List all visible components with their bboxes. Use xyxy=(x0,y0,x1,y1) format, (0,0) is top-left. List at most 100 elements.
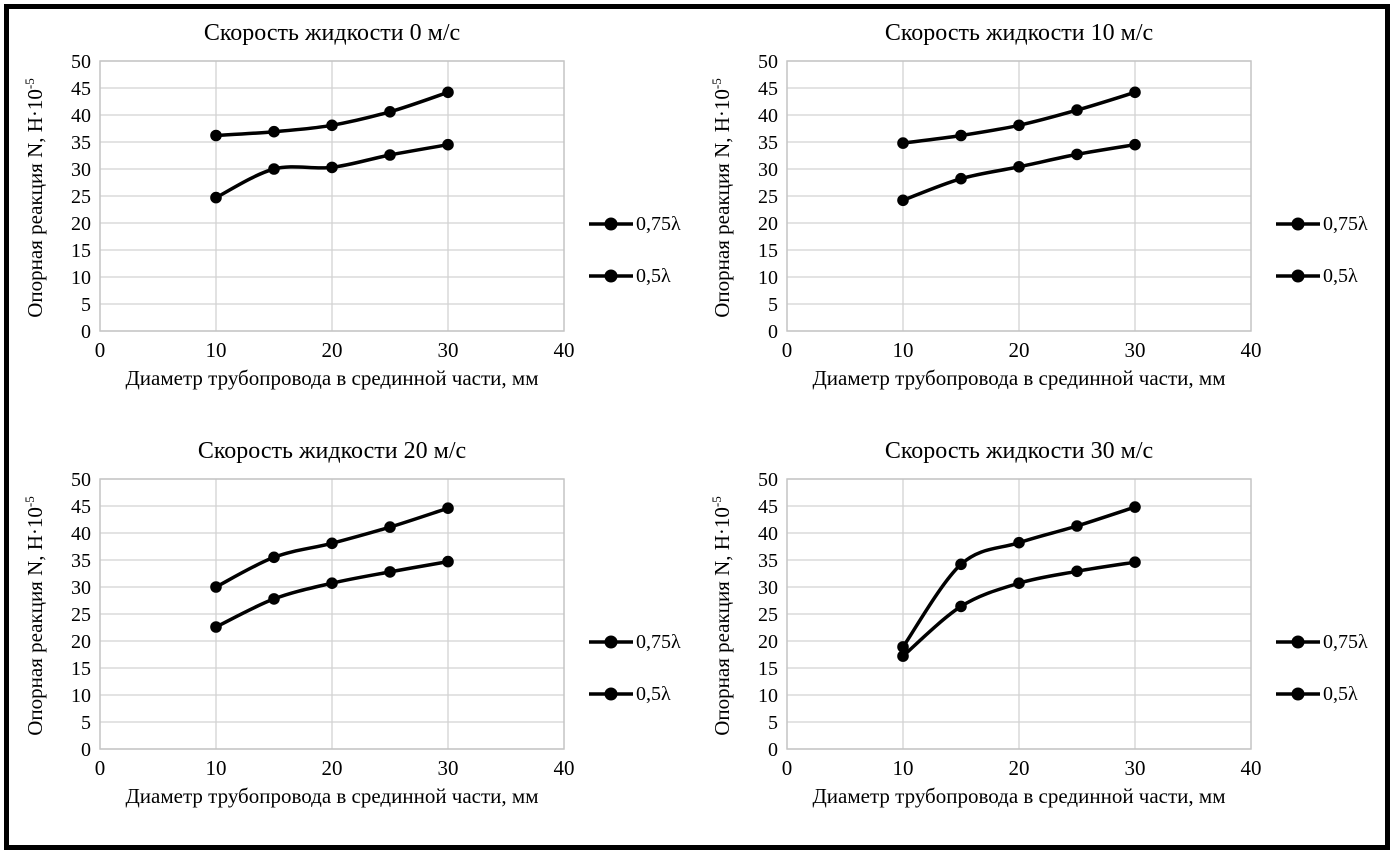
svg-text:20: 20 xyxy=(758,213,778,235)
svg-text:10: 10 xyxy=(206,756,227,780)
legend: 0,75λ 0,5λ xyxy=(588,629,681,707)
svg-text:25: 25 xyxy=(758,186,778,208)
legend-item: 0,75λ xyxy=(588,629,681,655)
legend-line-dot-icon xyxy=(589,687,633,701)
svg-text:0: 0 xyxy=(768,321,778,343)
figure-frame xyxy=(4,4,1390,850)
svg-text:20: 20 xyxy=(71,631,91,653)
svg-text:45: 45 xyxy=(71,78,91,100)
data-point-marker xyxy=(326,537,338,550)
svg-text:20: 20 xyxy=(1009,756,1030,780)
y-tick-labels: 0 5 10 15 20 25 30 35 40 45 50 xyxy=(758,51,778,343)
svg-text:10: 10 xyxy=(71,685,91,707)
data-point-marker xyxy=(442,502,454,514)
legend: 0,75λ 0,5λ xyxy=(1275,211,1368,289)
legend-label: 0,75λ xyxy=(636,212,681,235)
svg-text:45: 45 xyxy=(758,496,778,518)
legend-label: 0,5λ xyxy=(636,264,671,287)
data-point-marker xyxy=(384,149,396,161)
legend-item: 0,75λ xyxy=(1275,629,1368,655)
svg-text:0: 0 xyxy=(782,338,793,362)
svg-text:40: 40 xyxy=(758,523,778,545)
x-tick-labels: 0 10 20 30 40 xyxy=(95,338,574,362)
svg-text:0: 0 xyxy=(95,338,106,362)
svg-text:25: 25 xyxy=(71,186,91,208)
series-line xyxy=(210,555,454,633)
x-tick-labels: 0 10 20 30 40 xyxy=(782,338,1261,362)
data-point-marker xyxy=(1129,138,1141,151)
legend: 0,75λ 0,5λ xyxy=(588,211,681,289)
series-line xyxy=(897,138,1141,207)
legend-label: 0,5λ xyxy=(1323,264,1358,287)
svg-text:5: 5 xyxy=(768,712,778,734)
y-axis-title-box: Опорная реакция N, Н·10-5 xyxy=(18,51,52,363)
chart-panel-0: Скорость жидкости 0 м/с Опорная реакция … xyxy=(10,9,697,427)
svg-text:40: 40 xyxy=(554,338,575,362)
svg-text:15: 15 xyxy=(71,240,91,262)
svg-text:0: 0 xyxy=(95,756,106,780)
data-point-marker xyxy=(326,119,338,132)
legend-label: 0,75λ xyxy=(1323,630,1368,653)
svg-text:30: 30 xyxy=(438,338,459,362)
plot-border xyxy=(99,60,565,332)
data-point-marker xyxy=(268,163,280,175)
data-point-marker xyxy=(210,621,222,633)
svg-text:40: 40 xyxy=(1241,338,1262,362)
legend-label: 0,75λ xyxy=(1323,212,1368,235)
data-point-marker xyxy=(210,191,222,204)
svg-text:20: 20 xyxy=(71,213,91,235)
svg-text:35: 35 xyxy=(71,550,91,572)
data-point-marker xyxy=(442,138,454,151)
svg-text:10: 10 xyxy=(758,267,778,289)
legend-line-dot-icon xyxy=(589,635,633,649)
data-point-marker xyxy=(384,566,396,578)
svg-text:10: 10 xyxy=(206,338,227,362)
svg-text:20: 20 xyxy=(322,756,343,780)
legend-label: 0,5λ xyxy=(636,682,671,705)
y-axis-title-box: Опорная реакция N, Н·10-5 xyxy=(18,469,52,781)
data-point-marker xyxy=(442,555,454,568)
series-line xyxy=(897,86,1141,149)
legend-label: 0,5λ xyxy=(1323,682,1358,705)
x-axis-title: Диаметр трубопровода в срединной части, … xyxy=(812,366,1226,390)
data-point-marker xyxy=(326,577,338,589)
chart-area-1: Скорость жидкости 10 м/с Опорная реакция… xyxy=(705,15,1261,393)
data-point-marker xyxy=(1013,119,1025,132)
svg-text:5: 5 xyxy=(768,294,778,316)
y-axis-exponent: -5 xyxy=(709,77,724,89)
svg-text:30: 30 xyxy=(1125,756,1146,780)
data-point-marker xyxy=(1071,148,1083,161)
chart-title: Скорость жидкости 10 м/с xyxy=(884,20,1154,46)
data-point-marker xyxy=(268,125,280,138)
svg-text:15: 15 xyxy=(758,658,778,680)
data-point-marker xyxy=(268,551,280,564)
series-line xyxy=(210,502,454,593)
svg-text:40: 40 xyxy=(71,523,91,545)
svg-text:50: 50 xyxy=(71,51,91,73)
legend-line-dot-icon xyxy=(1276,687,1320,701)
y-axis-title: Опорная реакция N, Н·10-5 xyxy=(22,77,47,318)
data-point-marker xyxy=(268,593,280,605)
chart-title: Скорость жидкости 0 м/с xyxy=(203,20,461,46)
data-point-marker xyxy=(442,86,454,99)
x-axis-title: Диаметр трубопровода в срединной части, … xyxy=(125,366,539,390)
y-axis-title-box: Опорная реакция N, Н·10-5 xyxy=(705,469,739,781)
x-tick-labels: 0 10 20 30 40 xyxy=(782,756,1261,780)
svg-text:50: 50 xyxy=(758,469,778,491)
legend-item: 0,5λ xyxy=(1275,263,1368,289)
chart-area-3: Скорость жидкости 30 м/с Опорная реакция… xyxy=(705,433,1261,811)
data-point-marker xyxy=(897,194,909,207)
data-point-marker xyxy=(955,558,967,571)
svg-text:20: 20 xyxy=(1009,338,1030,362)
svg-text:5: 5 xyxy=(81,712,91,734)
svg-text:20: 20 xyxy=(758,631,778,653)
data-point-marker xyxy=(897,137,909,149)
charts-grid: Скорость жидкости 0 м/с Опорная реакция … xyxy=(10,9,1384,845)
legend-line-dot-icon xyxy=(1276,269,1320,283)
svg-text:20: 20 xyxy=(322,338,343,362)
y-tick-labels: 0 5 10 15 20 25 30 35 40 45 50 xyxy=(71,469,91,761)
svg-text:30: 30 xyxy=(758,577,778,599)
